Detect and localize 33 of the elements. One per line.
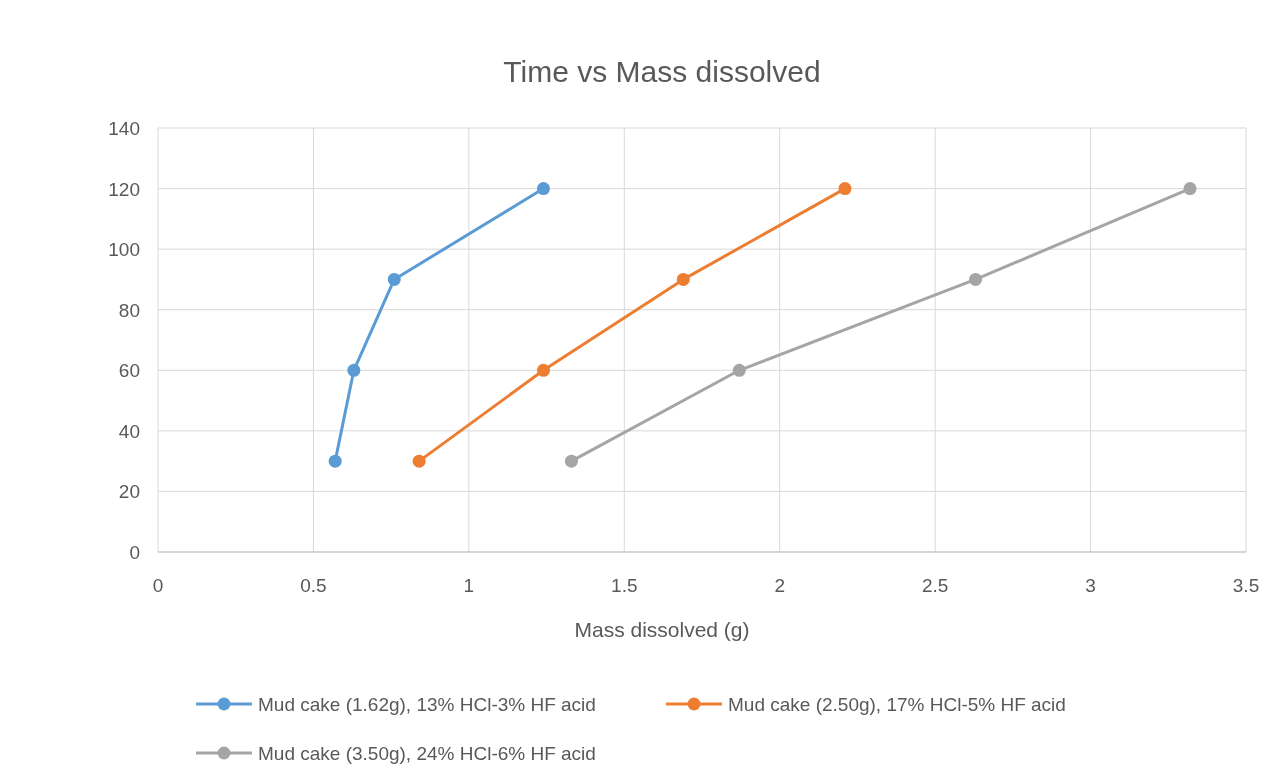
point bbox=[347, 363, 361, 377]
point bbox=[328, 454, 342, 468]
y-tick-label: 40 bbox=[118, 420, 140, 442]
point bbox=[387, 272, 401, 286]
point bbox=[676, 272, 690, 286]
y-tick-label: 60 bbox=[118, 360, 140, 382]
legend-label: Mud cake (2.50g), 17% HCl-5% HF acid bbox=[728, 694, 1066, 715]
point bbox=[732, 363, 746, 377]
x-tick-label: 1 bbox=[463, 575, 475, 596]
y-tick-label: 0 bbox=[129, 542, 140, 563]
point bbox=[564, 454, 578, 468]
x-tick-label: 0.5 bbox=[300, 575, 327, 596]
x-tick-label: 3 bbox=[1085, 575, 1096, 596]
point bbox=[969, 272, 983, 286]
point bbox=[536, 182, 550, 196]
y-tick-label: 20 bbox=[118, 481, 140, 503]
x-tick-label: 2.5 bbox=[921, 575, 949, 596]
y-tick-label: 100 bbox=[108, 239, 140, 261]
x-axis-title: Mass dissolved (g) bbox=[574, 618, 750, 641]
legend-label: Mud cake (3.50g), 24% HCl-6% HF acid bbox=[258, 743, 596, 764]
x-tick-label: 0 bbox=[152, 575, 164, 596]
chart-title: Time vs Mass dissolved bbox=[503, 55, 821, 88]
point bbox=[412, 454, 426, 468]
point bbox=[1183, 182, 1197, 196]
legend-label: Mud cake (1.62g), 13% HCl-3% HF acid bbox=[258, 694, 596, 715]
x-tick-label: 3.5 bbox=[1232, 575, 1260, 596]
x-tick-label: 2 bbox=[774, 575, 785, 596]
point bbox=[536, 363, 550, 377]
y-tick-label: 140 bbox=[108, 118, 140, 139]
point bbox=[838, 182, 852, 196]
y-tick-label: 80 bbox=[118, 299, 140, 321]
x-tick-label: 1.5 bbox=[611, 575, 638, 596]
y-tick-label: 120 bbox=[108, 178, 140, 200]
